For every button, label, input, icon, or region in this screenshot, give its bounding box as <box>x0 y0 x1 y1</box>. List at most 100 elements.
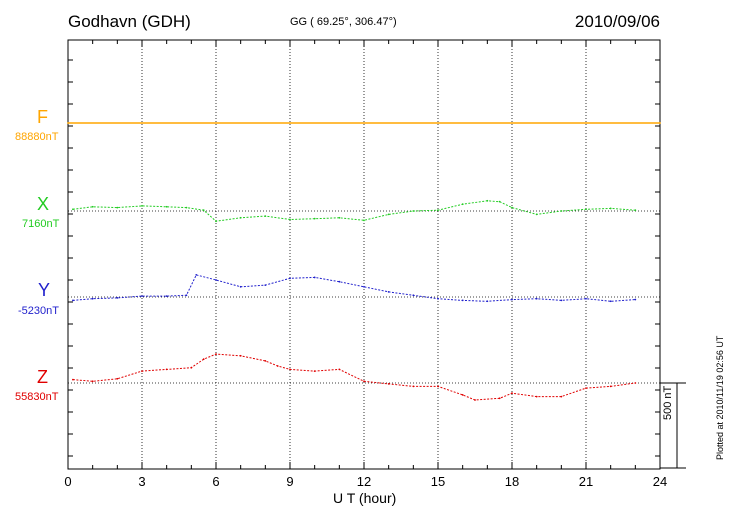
data-point-y <box>585 297 587 300</box>
data-point-x <box>185 206 188 209</box>
x-tick-label: 15 <box>430 474 446 489</box>
grid-lines <box>68 40 660 469</box>
data-point-z <box>437 385 439 388</box>
data-point-z <box>289 368 291 371</box>
scale-bar-label: 500 nT <box>662 385 674 420</box>
data-point-y <box>91 297 94 300</box>
x-tick-label: 3 <box>138 474 146 489</box>
series-label-f: F <box>37 107 48 127</box>
x-tick-label: 24 <box>652 474 668 489</box>
scale-bar <box>660 382 686 469</box>
data-point-z <box>461 394 464 396</box>
x-tick-label: 18 <box>504 474 520 489</box>
x-tick-label: 6 <box>212 474 220 489</box>
station-coords: GG ( 69.25°, 306.47°) <box>290 16 397 28</box>
station-title: Godhavn (GDH) <box>68 12 191 31</box>
data-point-f <box>659 122 661 124</box>
data-point-y <box>412 294 415 297</box>
data-point-z <box>634 382 637 384</box>
data-point-z <box>190 366 193 369</box>
data-point-y <box>264 284 267 286</box>
data-point-x <box>585 208 587 211</box>
series-baseline-x: 7160nT <box>22 218 60 230</box>
series-baseline-z: 55830nT <box>15 391 59 403</box>
data-point-x <box>338 216 341 219</box>
data-point-x <box>437 209 439 212</box>
data-point-x <box>387 213 390 216</box>
data-point-x <box>264 215 267 218</box>
data-point-x <box>141 205 143 207</box>
data-point-z <box>264 360 267 362</box>
data-point-y <box>634 298 637 301</box>
series-label-z: Z <box>37 367 48 387</box>
data-point-y <box>338 280 341 283</box>
data-point-y <box>437 297 439 300</box>
data-point-y <box>116 296 119 299</box>
series-baseline-y: -5230nT <box>18 305 59 317</box>
series-layer <box>67 122 661 401</box>
data-point-z <box>202 358 205 361</box>
data-point-z <box>511 392 513 395</box>
data-point-y <box>185 294 188 297</box>
data-point-x <box>535 213 538 216</box>
data-point-y <box>239 285 242 288</box>
data-point-x <box>289 218 291 221</box>
data-point-z <box>215 353 217 355</box>
data-point-x <box>72 208 74 211</box>
data-point-x <box>239 216 242 219</box>
data-point-x <box>313 217 316 220</box>
data-point-y <box>461 299 464 302</box>
data-point-z <box>363 380 365 383</box>
series-label-y: Y <box>38 280 51 300</box>
data-point-z <box>387 382 390 385</box>
x-axis-title: U T (hour) <box>333 490 397 506</box>
data-point-x <box>202 209 205 212</box>
data-point-z <box>560 395 563 398</box>
data-point-z <box>498 397 501 400</box>
data-point-x <box>215 220 217 223</box>
data-point-x <box>609 207 612 210</box>
x-tick-label: 9 <box>286 474 294 489</box>
data-point-z <box>91 380 94 383</box>
data-point-z <box>585 387 587 389</box>
data-point-z <box>313 370 316 372</box>
data-point-y <box>72 299 74 302</box>
series-line-y <box>72 274 636 302</box>
data-point-z <box>535 395 538 398</box>
series-label-x: X <box>37 194 50 214</box>
data-point-y <box>511 298 513 301</box>
data-point-y <box>313 276 316 279</box>
data-point-x <box>412 210 415 212</box>
data-point-z <box>609 385 612 388</box>
data-point-y <box>165 295 168 298</box>
plotted-at-note: Plotted at 2010/11/19 02:56 UT <box>715 335 725 460</box>
data-point-z <box>141 370 143 372</box>
data-point-z <box>239 354 242 357</box>
data-point-y <box>195 274 198 276</box>
data-point-x <box>498 200 501 203</box>
data-point-y <box>215 279 217 281</box>
x-tick-label: 21 <box>578 474 594 489</box>
data-point-y <box>289 277 291 280</box>
data-point-x <box>165 205 168 208</box>
data-point-x <box>461 203 464 206</box>
series-baseline-f: 88880nT <box>15 131 59 143</box>
x-tick-label: 0 <box>64 474 72 489</box>
date-label: 2010/09/06 <box>574 12 660 31</box>
data-point-x <box>91 205 94 208</box>
data-point-y <box>609 300 612 303</box>
data-point-z <box>412 385 415 388</box>
x-tick-label: 12 <box>356 474 372 489</box>
data-point-x <box>486 199 489 202</box>
data-point-z <box>276 365 279 367</box>
series-line-z <box>72 353 636 401</box>
data-point-z <box>338 368 341 371</box>
axis-ticks <box>67 40 661 469</box>
data-point-y <box>141 295 143 298</box>
data-point-y <box>363 285 365 288</box>
series-line-x <box>72 200 636 222</box>
data-point-f <box>67 122 69 124</box>
data-point-x <box>560 210 563 212</box>
data-point-z <box>165 368 168 371</box>
